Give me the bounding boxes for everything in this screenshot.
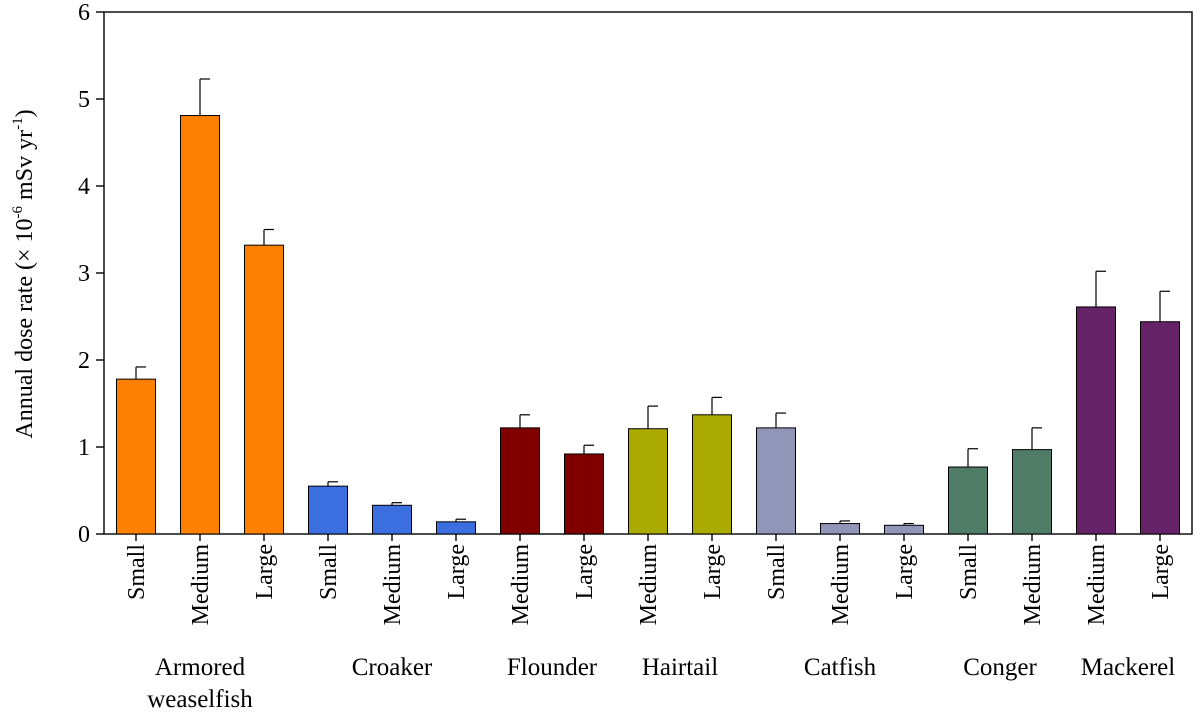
group-label: Conger (963, 654, 1037, 681)
x-category-label: Large (892, 544, 918, 600)
group-label: Mackerel (1081, 654, 1175, 681)
y-tick-label: 5 (78, 87, 90, 113)
group-label: Catfish (804, 654, 877, 681)
y-tick-label: 3 (78, 261, 90, 287)
bar (692, 414, 732, 535)
x-category-label: Medium (1020, 544, 1046, 626)
y-tick-label: 6 (78, 0, 90, 26)
bar (1140, 321, 1180, 535)
x-category-label: Large (252, 544, 278, 600)
bar (180, 115, 220, 535)
bar (756, 427, 796, 535)
x-category-label: Large (1148, 544, 1174, 600)
bar (1012, 449, 1052, 535)
group-label: weaselfish (147, 686, 253, 712)
y-tick-label: 0 (78, 522, 90, 548)
x-category-label: Small (956, 544, 982, 600)
x-category-label: Small (124, 544, 150, 600)
x-category-label: Small (316, 544, 342, 600)
x-category-label: Medium (380, 544, 406, 626)
bar (500, 427, 540, 535)
bar (628, 428, 668, 535)
bar (564, 453, 604, 535)
group-label: Croaker (352, 654, 433, 681)
x-category-label: Medium (188, 544, 214, 626)
group-label: Armored (155, 654, 246, 681)
x-category-label: Medium (828, 544, 854, 626)
x-category-label: Large (572, 544, 598, 600)
x-category-label: Medium (1084, 544, 1110, 626)
y-tick-label: 1 (78, 435, 90, 461)
group-label: Hairtail (642, 654, 718, 681)
x-category-label: Medium (636, 544, 662, 626)
y-tick-label: 4 (78, 174, 90, 200)
y-tick-label: 2 (78, 348, 90, 374)
bar (436, 521, 476, 535)
bar (244, 244, 284, 535)
plot-area: 0 1 2 3 4 5 6 Small Medium Large Armored weaselfish… (78, 0, 1193, 712)
x-category-label: Small (764, 544, 790, 600)
bar (116, 378, 156, 535)
x-category-label: Medium (508, 544, 534, 626)
bar (948, 466, 988, 535)
bar (884, 524, 924, 535)
bar (308, 485, 348, 535)
bar (372, 504, 412, 535)
bar (1076, 306, 1116, 535)
y-axis-label: Annual dose rate (× 10-6 mSv yr-1) (10, 109, 38, 438)
x-category-label: Large (444, 544, 470, 600)
group-label: Flounder (507, 654, 598, 681)
bar (820, 523, 860, 535)
x-category-label: Large (700, 544, 726, 600)
